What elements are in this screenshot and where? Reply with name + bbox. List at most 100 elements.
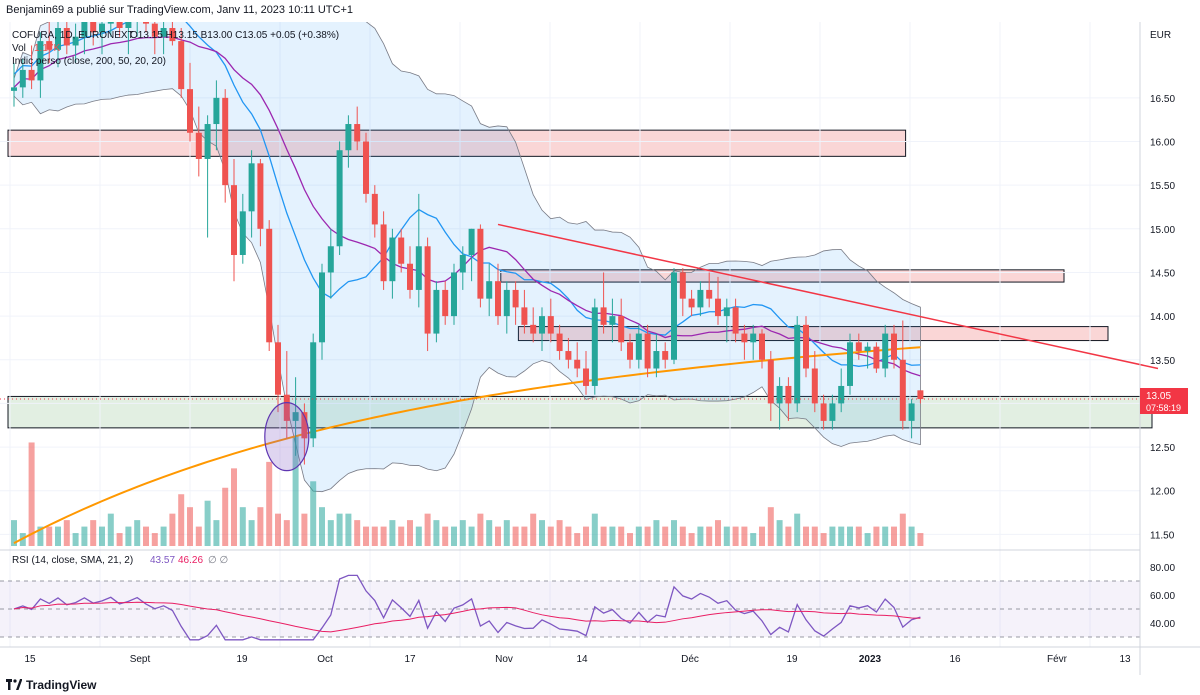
volume-bar (169, 513, 176, 546)
volume-bar (178, 494, 185, 546)
candle-body (459, 254, 466, 273)
time-tick-label: Déc (681, 654, 699, 665)
volume-bar (151, 533, 158, 546)
volume-bar (63, 520, 70, 546)
candle-body (275, 342, 281, 395)
rsi-tick-label: 80.00 (1150, 563, 1175, 574)
price-tick-label: 16.00 (1150, 137, 1175, 148)
price-chart[interactable]: 16.5016.0015.5015.0014.5014.0013.5013.00… (0, 22, 1200, 675)
candle-body (178, 41, 185, 90)
candle-body (72, 36, 79, 46)
volume-bar (327, 520, 334, 546)
time-tick-label: 2023 (859, 654, 882, 665)
candle-body (556, 333, 563, 352)
candle-body (327, 246, 334, 273)
candle-body (503, 289, 510, 317)
candle-body (257, 163, 264, 229)
candle-body (81, 22, 88, 37)
candle-body (635, 333, 642, 360)
candle-body (468, 228, 475, 255)
candle-body (407, 263, 413, 290)
volume-bar (583, 526, 589, 546)
volume-bar (283, 520, 290, 546)
candle-body (495, 281, 501, 317)
volume-bar (785, 526, 792, 546)
volume-bar (55, 526, 61, 546)
candle-body (310, 342, 317, 439)
volume-bar (451, 526, 457, 546)
candle-body (723, 307, 730, 317)
time-axis[interactable]: 15 Sept 19 Oct 17 Nov 14 Déc 19 2023 16 Févr 13 (0, 646, 1200, 665)
price-tick-label: 15.50 (1150, 181, 1175, 192)
price-tick-label: 14.50 (1150, 268, 1175, 279)
volume-bar (512, 526, 519, 546)
candle-body (451, 272, 457, 317)
volume-bar (803, 526, 809, 546)
volume-bar (81, 526, 88, 546)
candle-body (600, 307, 607, 325)
last-price-badge: 13.05 07:58:19 (1140, 388, 1188, 414)
candle-body (530, 324, 537, 334)
candle-body (283, 394, 290, 421)
candle-body (266, 228, 273, 343)
candle-body (917, 390, 924, 400)
candle-body (363, 141, 369, 194)
candle-body (151, 23, 158, 37)
candle-body (99, 23, 105, 33)
time-tick-label: 17 (404, 654, 416, 665)
volume-bar (336, 513, 343, 546)
candle-body (28, 69, 35, 81)
candle-body (398, 237, 405, 264)
price-axis[interactable]: 16.5016.0015.5015.0014.5014.0013.5013.00… (1139, 22, 1175, 675)
volume-bar (908, 526, 915, 546)
volume-bars (11, 436, 924, 546)
symbol-label: COFURA, 1D, EURONEXT (12, 30, 134, 41)
candle-body (19, 69, 26, 88)
time-tick-label: 16 (949, 654, 961, 665)
time-tick-label: 14 (576, 654, 588, 665)
volume-bar (644, 526, 651, 546)
volume-bar (310, 481, 317, 546)
volume-bar (11, 520, 17, 546)
candle-body (785, 385, 792, 404)
volume-bar (715, 520, 721, 546)
volume-bar (222, 487, 229, 546)
trendline (497, 223, 1159, 370)
volume-bar (565, 526, 572, 546)
candle-body (336, 150, 343, 247)
price-tick-label: 16.50 (1150, 94, 1175, 105)
volume-bar (635, 526, 642, 546)
candle-body (908, 403, 915, 421)
price-tick-label: 12.50 (1150, 443, 1175, 454)
candle-body (794, 324, 801, 404)
rsi-label: RSI (14, close, SMA, 21, 2) (12, 555, 133, 566)
rsi-value: 43.57 (150, 555, 175, 566)
candle-body (160, 28, 167, 37)
volume-label: Vol (12, 43, 26, 54)
candles[interactable] (11, 22, 924, 465)
candle-body (512, 289, 519, 308)
time-tick-label: 13 (1119, 654, 1131, 665)
volume-bar (345, 513, 352, 546)
candle-body (767, 359, 774, 404)
currency-label: EUR (1150, 30, 1171, 41)
candle-body (169, 28, 176, 42)
rsi-pane[interactable] (0, 549, 1140, 641)
volume-bar (107, 513, 114, 546)
volume-bar (477, 513, 484, 546)
volume-bar (794, 513, 801, 546)
volume-bar (547, 526, 554, 546)
candle-body (838, 385, 845, 404)
time-tick-label: Févr (1047, 654, 1068, 665)
volume-bar (319, 507, 325, 546)
volume-bar (231, 468, 237, 546)
volume-bar (864, 533, 871, 546)
volume-bar (838, 526, 845, 546)
ohlc-values: O13.15 H13.15 B13.00 C13.05 +0.05 (+0.38… (130, 30, 339, 41)
volume-bar (160, 526, 167, 546)
volume-bar (600, 526, 607, 546)
volume-bar (750, 533, 757, 546)
volume-bar (275, 513, 281, 546)
volume-bar (591, 513, 598, 546)
volume-bar (574, 533, 581, 546)
